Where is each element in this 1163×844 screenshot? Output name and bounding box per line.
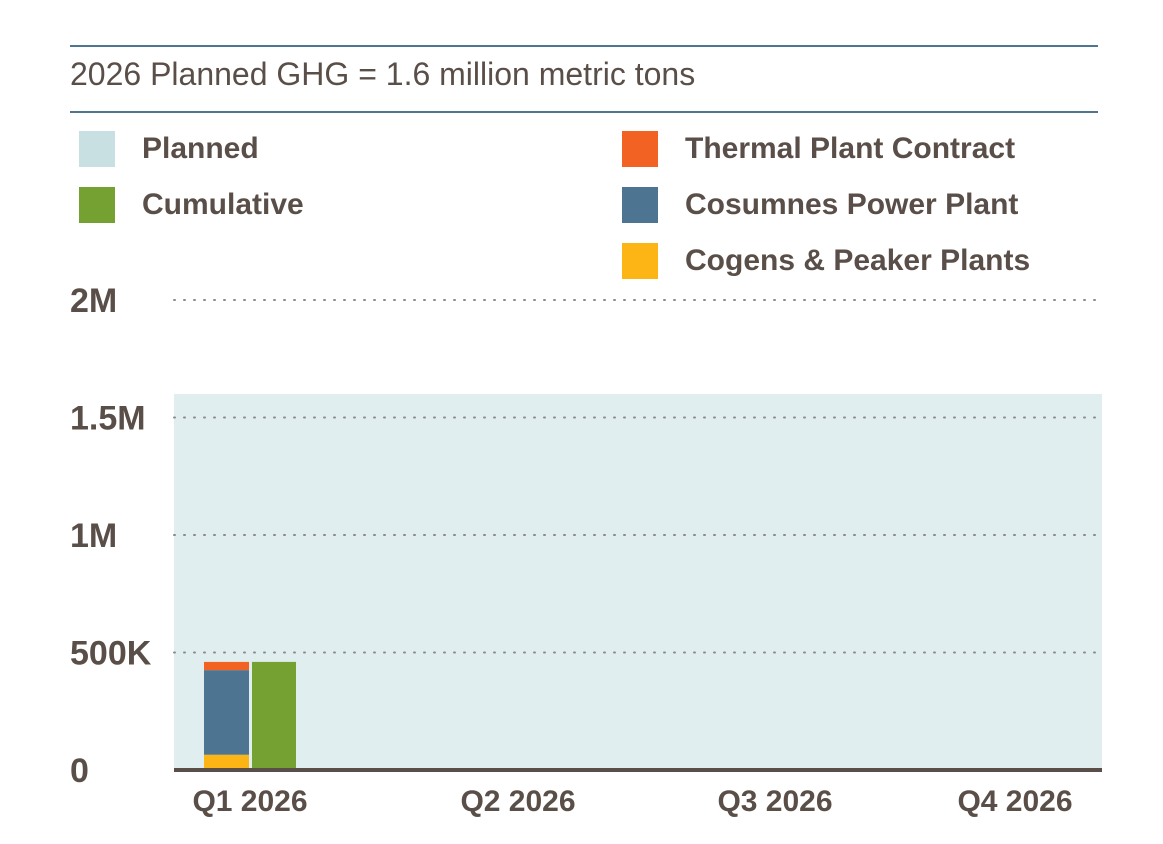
y-tick-label-1: 500K: [70, 635, 152, 673]
x-tick-label-1: Q2 2026: [460, 785, 575, 818]
bar-cogens-peaker-plants-0: [204, 754, 249, 770]
bar-cosumnes-power-plant-0: [204, 670, 249, 755]
legend-label-planned: Planned: [142, 132, 259, 165]
legend-label-thermal: Thermal Plant Contract: [685, 132, 1016, 165]
y-tick-label-3: 1.5M: [70, 400, 146, 438]
planned-region: [174, 394, 1102, 770]
x-tick-label-3: Q4 2026: [957, 785, 1072, 818]
legend-item-cosumnes: Cosumnes Power Plant: [622, 187, 1018, 223]
legend-label-cogens: Cogens & Peaker Plants: [685, 244, 1031, 277]
y-tick-label-4: 2M: [70, 282, 117, 320]
y-tick-label-2: 1M: [70, 517, 117, 555]
bar-cumulative-0: [252, 661, 296, 770]
legend-item-cumulative: Cumulative: [79, 187, 304, 223]
legend-item-thermal: Thermal Plant Contract: [622, 131, 1015, 167]
title-rule-bottom: [70, 111, 1098, 113]
bar-thermal-plant-contract-0: [204, 661, 249, 671]
legend-swatch-planned: [79, 131, 115, 167]
title-rule-top: [70, 45, 1098, 47]
legend-swatch-thermal: [622, 131, 658, 167]
chart-title: 2026 Planned GHG = 1.6 million metric to…: [70, 56, 696, 92]
legend-item-planned: Planned: [79, 131, 259, 167]
legend-swatch-cogens: [622, 243, 658, 279]
x-tick-label-0: Q1 2026: [192, 785, 307, 818]
y-tick-label-0: 0: [70, 752, 89, 790]
legend-label-cosumnes: Cosumnes Power Plant: [685, 188, 1019, 221]
legend-label-cumulative: Cumulative: [142, 188, 304, 221]
x-tick-label-2: Q3 2026: [717, 785, 832, 818]
legend-item-cogens: Cogens & Peaker Plants: [622, 243, 1030, 279]
legend-swatch-cosumnes: [622, 187, 658, 223]
legend-swatch-cumulative: [79, 187, 115, 223]
